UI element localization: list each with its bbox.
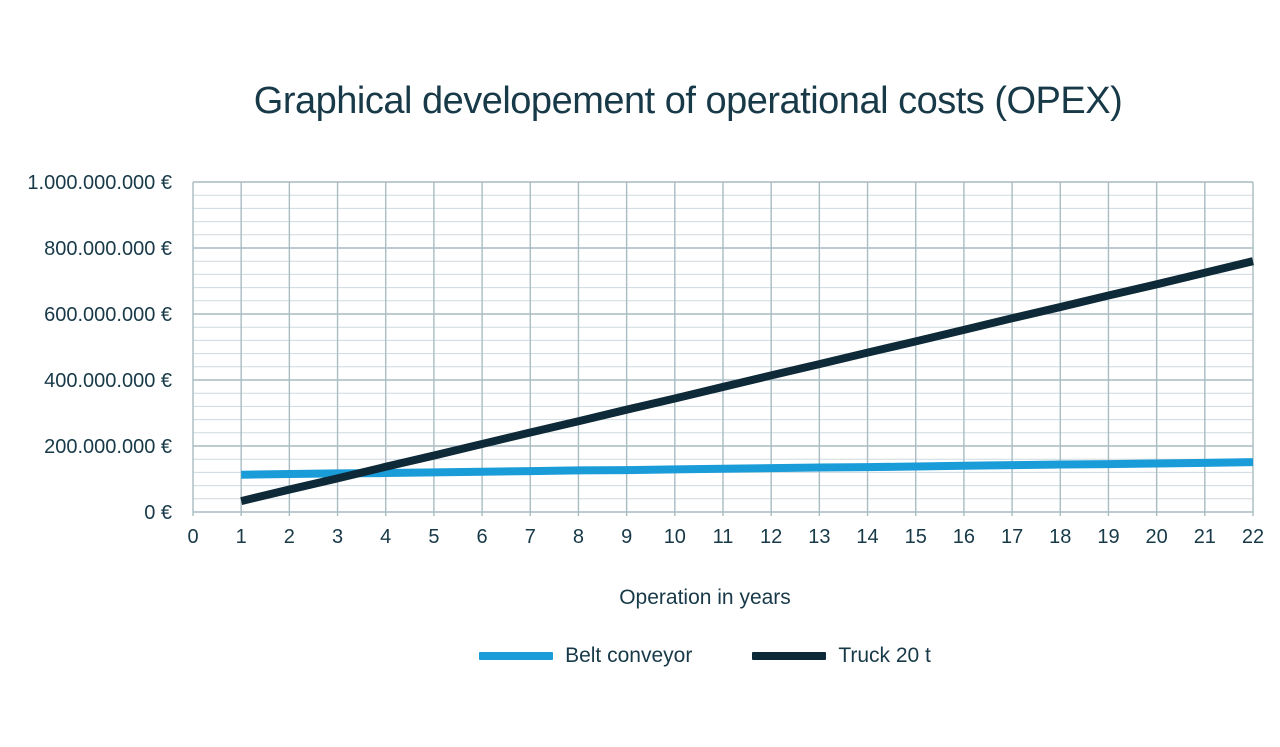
x-tick-label: 2 xyxy=(284,526,295,548)
y-tick-label: 200.000.000 € xyxy=(44,436,172,458)
x-tick-label: 7 xyxy=(525,526,536,548)
x-tick-label: 1 xyxy=(236,526,247,548)
legend-swatch-truck-20t-icon xyxy=(752,652,827,660)
y-tick-label: 600.000.000 € xyxy=(44,304,172,326)
x-tick-label: 11 xyxy=(713,526,734,548)
y-tick-label: 0 € xyxy=(144,502,172,524)
series-line-belt-conveyor xyxy=(241,458,1254,479)
x-tick-label: 21 xyxy=(1194,526,1216,548)
legend-swatch-belt-conveyor-icon xyxy=(479,652,554,660)
legend-label-truck-20t: Truck 20 t xyxy=(838,644,931,667)
legend-item-truck-20t: Truck 20 t xyxy=(752,644,931,668)
y-tick-label: 400.000.000 € xyxy=(44,370,172,392)
x-tick-label: 17 xyxy=(1001,526,1023,548)
plot-area: 0 € 200.000.000 € 400.000.000 € 600.000.000… xyxy=(27,172,1264,548)
y-tick-label: 800.000.000 € xyxy=(44,238,172,260)
series-line-truck-20-t xyxy=(240,257,1254,505)
legend-label-belt-conveyor: Belt conveyor xyxy=(565,644,693,667)
x-tick-label: 8 xyxy=(573,526,584,548)
x-tick-label: 19 xyxy=(1097,526,1119,548)
x-tick-label: 4 xyxy=(380,526,391,548)
x-tick-label: 15 xyxy=(905,526,927,548)
x-axis-title: Operation in years xyxy=(619,586,791,609)
x-tick-label: 5 xyxy=(428,526,439,548)
x-tick-label: 12 xyxy=(760,526,782,548)
x-tick-label: 14 xyxy=(856,526,878,548)
x-tick-label: 20 xyxy=(1146,526,1168,548)
x-tick-label: 3 xyxy=(332,526,343,548)
x-tick-label: 16 xyxy=(953,526,975,548)
x-tick-label: 18 xyxy=(1049,526,1071,548)
x-tick-label: 6 xyxy=(477,526,488,548)
chart-title: Graphical developement of operational co… xyxy=(253,80,1123,122)
legend-item-belt-conveyor: Belt conveyor xyxy=(479,644,692,668)
x-tick-label: 22 xyxy=(1242,526,1264,548)
y-tick-label: 1.000.000.000 € xyxy=(27,172,172,194)
x-tick-label: 10 xyxy=(664,526,686,548)
x-tick-label: 9 xyxy=(621,526,632,548)
x-tick-label: 0 xyxy=(187,526,198,548)
x-tick-label: 13 xyxy=(808,526,830,548)
legend: Belt conveyor Truck 20 t xyxy=(130,644,1280,668)
